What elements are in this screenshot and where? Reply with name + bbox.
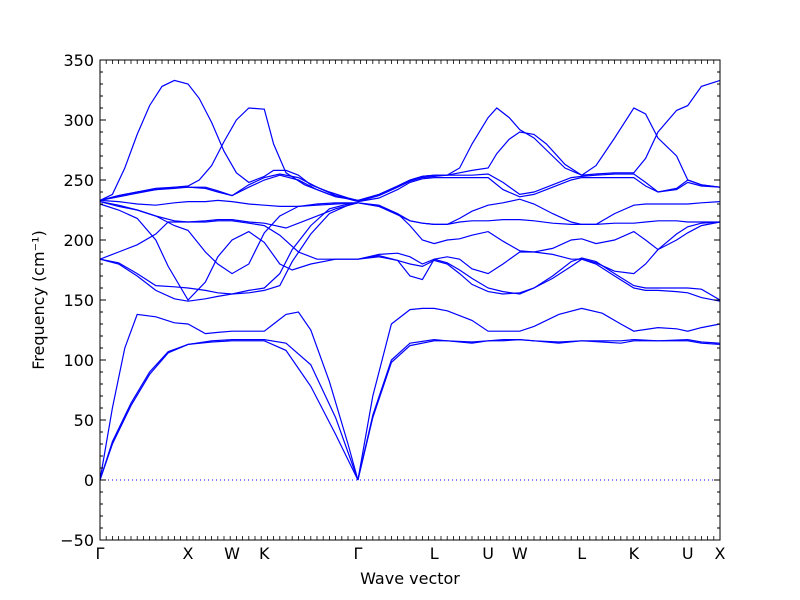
band-line-19: [357, 254, 721, 301]
y-axis-ticks: −50 0 50 100 150 200 250 300 350: [60, 51, 720, 550]
y-tick-label: 300: [63, 111, 94, 130]
x-tick-label: U: [482, 544, 494, 563]
band-line-1: [99, 340, 359, 481]
x-axis-label: Wave vector: [360, 569, 460, 588]
band-line-3: [99, 311, 359, 481]
y-tick-label: 50: [74, 411, 94, 430]
band-line-6: [357, 307, 721, 481]
y-tick-label: 0: [84, 471, 94, 490]
band-line-18: [357, 221, 721, 275]
band-line-9: [99, 220, 358, 260]
y-tick-label: 150: [63, 291, 94, 310]
x-tick-label: W: [224, 544, 240, 563]
band-line-23: [357, 198, 721, 225]
band-line-27: [357, 79, 721, 201]
band-line-25: [357, 173, 721, 203]
band-line-7: [99, 202, 358, 302]
x-tick-label: U: [682, 544, 694, 563]
band-line-10: [99, 203, 358, 301]
band-line-20: [357, 256, 721, 302]
band-line-4: [357, 338, 721, 481]
band-line-17: [99, 107, 359, 201]
band-line-16: [99, 79, 359, 201]
y-tick-label: 200: [63, 231, 94, 250]
x-tick-label: K: [259, 544, 270, 563]
plot-lines: [99, 79, 721, 481]
band-line-26: [357, 107, 721, 201]
y-tick-label: 250: [63, 171, 94, 190]
y-tick-label: −50: [60, 531, 94, 550]
x-tick-label: Γ: [96, 544, 105, 563]
band-line-15: [99, 174, 359, 201]
x-tick-label: X: [183, 544, 194, 563]
y-tick-label: 350: [63, 51, 94, 70]
band-line-13: [99, 199, 358, 207]
x-tick-label: L: [577, 544, 586, 563]
band-line-2: [99, 339, 359, 481]
y-tick-label: 100: [63, 351, 94, 370]
x-tick-label: L: [430, 544, 439, 563]
x-tick-label: X: [715, 544, 726, 563]
band-line-5: [357, 338, 721, 481]
y-axis-label: Frequency (cm⁻¹): [29, 230, 48, 369]
x-tick-label: W: [512, 544, 528, 563]
band-line-8: [99, 202, 359, 295]
x-tick-label: K: [629, 544, 640, 563]
band-line-21: [357, 202, 721, 253]
x-tick-label: Γ: [353, 544, 362, 563]
band-line-12: [99, 201, 359, 229]
